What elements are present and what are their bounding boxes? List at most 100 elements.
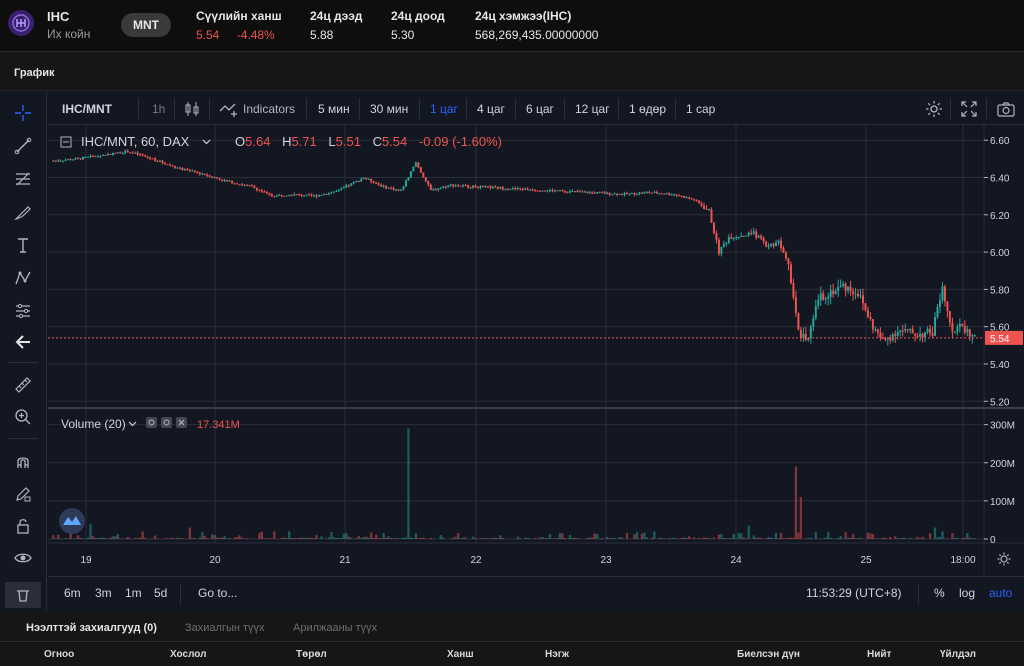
pencil-lock-icon[interactable] — [10, 481, 36, 507]
lock-icon[interactable] — [10, 513, 36, 539]
timeframe-7[interactable]: 1 сар — [686, 101, 716, 116]
volume-bar — [638, 538, 641, 539]
candle-body — [780, 240, 783, 248]
price-chart[interactable]: 6.606.406.206.005.805.605.405.20 300M200… — [48, 125, 1024, 576]
candle-body — [737, 236, 740, 238]
col-pair: Хослол — [170, 649, 207, 660]
log-scale-toggle[interactable]: log — [959, 586, 976, 600]
fib-retracement-icon[interactable] — [10, 166, 36, 192]
candle-body — [946, 301, 949, 312]
candle-body — [59, 160, 62, 162]
tab-open-orders[interactable]: Нээлттэй захиалгууд (0) — [26, 622, 157, 634]
crosshair-icon[interactable] — [10, 100, 36, 126]
candle-type-icon[interactable] — [184, 92, 200, 125]
interval-selector[interactable]: 1h — [152, 101, 166, 116]
candle-body — [499, 187, 502, 189]
tab-order-history[interactable]: Захиалгын түүх — [185, 622, 265, 634]
volume-bar — [558, 532, 562, 539]
range-button-5d[interactable]: 5d — [154, 586, 168, 600]
candle-body — [327, 192, 330, 195]
candle-body — [64, 159, 67, 161]
volume-bar — [86, 537, 90, 539]
camera-icon[interactable] — [996, 92, 1016, 125]
candle-body — [476, 187, 479, 189]
quote-currency-button[interactable]: MNT — [121, 13, 171, 37]
candle-body — [429, 184, 432, 191]
range-button-6m[interactable]: 6m — [64, 586, 81, 600]
volume-bar — [54, 538, 57, 539]
brush-icon[interactable] — [10, 199, 36, 225]
candle-body — [231, 180, 234, 184]
volume-bar — [730, 538, 733, 539]
toolbar-divider — [618, 98, 619, 119]
symbol-selector[interactable]: IHC/MNT — [62, 101, 112, 116]
candle-body — [822, 293, 825, 300]
auto-scale-toggle[interactable]: auto — [989, 586, 1013, 600]
candle-body — [869, 317, 872, 320]
clock-timezone[interactable]: 11:53:29 (UTC+8) — [806, 586, 902, 600]
candle-body — [424, 177, 427, 182]
range-button-1m[interactable]: 1m — [125, 586, 142, 600]
eye-icon[interactable] — [10, 545, 36, 571]
timeframe-2[interactable]: 1 цаг — [430, 101, 458, 116]
trend-line-icon[interactable] — [10, 133, 36, 159]
volume-bar — [305, 537, 308, 539]
indicators-button[interactable]: Indicators — [219, 92, 295, 125]
candle-body — [414, 162, 417, 167]
candle-body — [812, 318, 815, 327]
timeframe-5[interactable]: 12 цаг — [575, 101, 610, 116]
candle-body — [844, 283, 847, 291]
volume-bar — [556, 537, 559, 539]
percent-scale-toggle[interactable]: % — [934, 586, 945, 600]
timeframe-4[interactable]: 6 цаг — [526, 101, 554, 116]
goto-button[interactable]: Go to... — [198, 586, 238, 600]
candle-body — [139, 154, 142, 156]
candle-body — [675, 194, 678, 196]
volume-bar — [809, 537, 812, 539]
volume-bar — [290, 537, 293, 539]
fullscreen-icon[interactable] — [960, 92, 978, 125]
text-tool-icon[interactable] — [10, 232, 36, 258]
volume-bar — [921, 536, 924, 539]
ruler-icon[interactable] — [10, 372, 36, 398]
volume-bar — [807, 537, 810, 539]
candle-body — [245, 184, 248, 186]
candle-body — [929, 328, 932, 334]
volume-eye-icon — [146, 417, 157, 428]
volume-bar — [59, 538, 62, 539]
trash-icon[interactable] — [5, 582, 41, 608]
range-button-3m[interactable]: 3m — [95, 586, 112, 600]
timeframe-0[interactable]: 5 мин — [318, 101, 350, 116]
zoom-in-icon[interactable] — [10, 404, 36, 430]
volume-bar — [79, 538, 82, 539]
volume-bar — [745, 538, 748, 539]
measure-icon[interactable] — [10, 298, 36, 324]
candle-body — [861, 295, 864, 304]
candle-body — [571, 191, 574, 193]
arrow-left-icon[interactable] — [10, 329, 36, 355]
timeframe-3[interactable]: 4 цаг — [477, 101, 505, 116]
time-tick-label: 23 — [600, 555, 612, 566]
price-tick-label: 6.00 — [990, 248, 1010, 259]
pattern-icon[interactable] — [10, 265, 36, 291]
col-price: Ханш — [447, 649, 474, 660]
orders-tabs: Нээлттэй захиалгууд (0) Захиалгын түүх А… — [0, 611, 1024, 642]
candle-body — [183, 168, 186, 171]
tab-trade-history[interactable]: Арилжааны түүх — [293, 622, 378, 634]
candle-body — [943, 286, 946, 302]
candle-body — [173, 166, 176, 169]
candle-body — [963, 325, 966, 333]
volume-bar — [712, 537, 716, 539]
candle-body — [886, 338, 889, 340]
volume-label: 24ц хэмжээ(IHC) — [475, 9, 572, 23]
volume-bar — [384, 537, 388, 539]
candle-body — [106, 154, 109, 156]
candle-body — [707, 209, 710, 211]
candle-body — [690, 198, 693, 200]
timeframe-6[interactable]: 1 өдөр — [629, 101, 667, 116]
candle-body — [392, 188, 395, 190]
settings-gear-icon[interactable] — [924, 92, 944, 125]
timeframe-1[interactable]: 30 мин — [370, 101, 409, 116]
magnet-icon[interactable] — [10, 449, 36, 475]
candle-body — [593, 192, 596, 194]
